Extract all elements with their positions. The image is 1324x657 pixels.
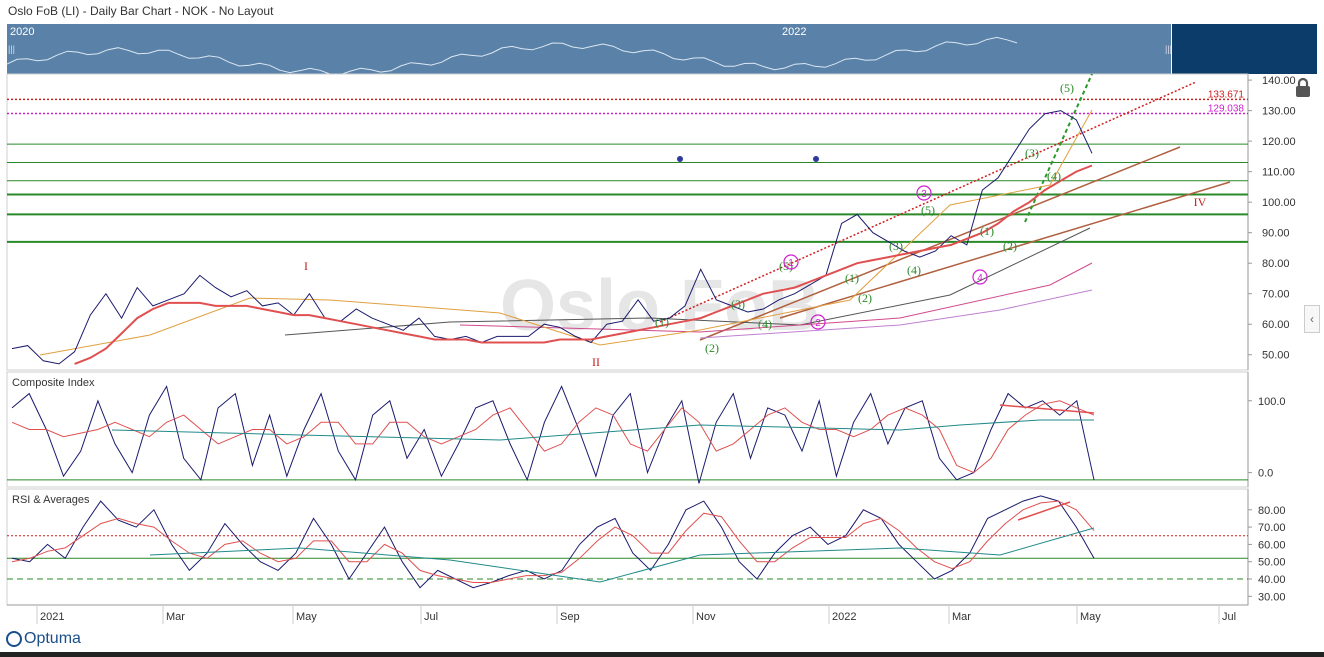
wave-label: (3) (889, 239, 903, 253)
composite-slow-average (111, 419, 1094, 441)
wave-circle-label: 4 (977, 273, 983, 284)
wave-label: (5) (779, 259, 793, 273)
price-trendline-green-dashed (1024, 73, 1093, 223)
price-ma-orange (39, 109, 1093, 356)
chart-title: Oslo FoB (LI) - Daily Bar Chart - NOK - … (8, 4, 274, 18)
wave-label: (2) (705, 341, 719, 355)
rsi-y-tick-label: 80.00 (1258, 505, 1286, 517)
wave-circle (810, 314, 826, 330)
wave-label: (1) (980, 224, 994, 238)
price-y-tick-label: 120.00 (1262, 136, 1296, 148)
x-axis-label: May (1080, 611, 1101, 623)
navigator-label-2020: 2020 (10, 26, 35, 38)
price-marker-dot (813, 156, 819, 162)
navigator-line (7, 36, 1018, 74)
x-axis-label: 2022 (832, 611, 856, 623)
price-ma-violet (699, 289, 1093, 339)
wave-circle-label: 1 (788, 258, 794, 269)
optuma-logo-text: Optuma (24, 630, 81, 647)
rsi-divergence-line (1017, 501, 1071, 521)
composite-title: Composite Index (12, 377, 95, 389)
x-axis-label: Jul (1222, 611, 1236, 623)
wave-label: (4) (1047, 169, 1061, 183)
x-axis-label: 2021 (40, 611, 64, 623)
price-level-label: 133.671 (1208, 89, 1245, 100)
price-y-tick-label: 110.00 (1262, 167, 1295, 179)
navigator-right-handle[interactable]: ||| (1165, 44, 1173, 54)
rsi-average-line (11, 500, 1095, 583)
wave-label: IV (1194, 195, 1207, 209)
optuma-logo: Optuma (6, 630, 81, 648)
price-trendline-red-dotted (659, 81, 1197, 323)
price-level-label: 129.038 (1208, 104, 1245, 115)
wave-label: (4) (907, 263, 921, 277)
composite-line (11, 385, 1095, 484)
rsi-y-tick-label: 60.00 (1258, 539, 1286, 551)
wave-label: (2) (858, 291, 872, 305)
rsi-y-tick-label: 30.00 (1258, 591, 1286, 603)
composite-y-tick-label: 0.0 (1258, 468, 1273, 480)
optuma-logo-icon (6, 631, 22, 647)
price-ma-red-line (74, 164, 1093, 365)
x-axis-label: Mar (166, 611, 185, 623)
wave-label: (5) (1060, 81, 1074, 95)
price-series-line (11, 110, 1093, 365)
price-y-tick-label: 130.00 (1262, 106, 1296, 118)
wave-circle-label: 2 (815, 318, 821, 329)
wave-circle-label: 3 (921, 189, 927, 200)
wave-label: (1) (655, 315, 669, 329)
price-y-tick-label: 70.00 (1262, 289, 1290, 301)
wave-label: (2) (1003, 239, 1017, 253)
watermark-text: Oslo FoB (500, 266, 820, 346)
wave-circle (916, 185, 932, 201)
price-y-tick-label: 140.00 (1262, 75, 1296, 87)
composite-signal-line (11, 400, 1095, 474)
rsi-slow-average (149, 527, 1095, 583)
price-ma-pink (459, 262, 1093, 333)
date-navigator[interactable]: 2020 2022 ||| ||| (7, 24, 1173, 74)
wave-label: (3) (1025, 146, 1039, 160)
price-y-tick-label: 100.00 (1262, 197, 1296, 209)
rsi-y-tick-label: 70.00 (1258, 522, 1286, 534)
price-y-tick-label: 80.00 (1262, 258, 1290, 270)
lock-icon[interactable] (1290, 76, 1316, 100)
rsi-y-tick-label: 50.00 (1258, 557, 1286, 569)
x-axis-label: Jul (424, 611, 438, 623)
price-trendline-brown-1 (699, 146, 1181, 341)
navigator-viewport[interactable] (1172, 24, 1317, 74)
price-y-tick-label: 60.00 (1262, 319, 1290, 331)
x-axis-label: Mar (952, 611, 971, 623)
collapse-panel-arrow-icon[interactable]: ‹ (1304, 305, 1320, 333)
composite-y-tick-label: 100.0 (1258, 396, 1286, 408)
wave-label: (1) (845, 271, 859, 285)
wave-label: (4) (758, 317, 772, 331)
rsi-title: RSI & Averages (12, 494, 90, 506)
price-ma-gray (284, 227, 1091, 336)
price-marker-dot (677, 156, 683, 162)
x-axis-label: May (296, 611, 317, 623)
wave-label: (5) (921, 203, 935, 217)
navigator-left-handle[interactable]: ||| (8, 44, 16, 54)
rsi-y-tick-label: 40.00 (1258, 574, 1286, 586)
wave-circle (783, 254, 799, 270)
bottom-bar (0, 652, 1324, 657)
x-axis-label: Nov (696, 611, 716, 623)
wave-circle (972, 269, 988, 285)
wave-label: I (304, 259, 308, 273)
composite-divergence-line (999, 404, 1095, 414)
navigator-label-2022: 2022 (782, 26, 807, 38)
wave-label: II (592, 355, 600, 369)
price-y-tick-label: 50.00 (1262, 350, 1290, 362)
wave-label: (3) (731, 297, 745, 311)
price-y-tick-label: 90.00 (1262, 228, 1290, 240)
x-axis-label: Sep (560, 611, 580, 623)
